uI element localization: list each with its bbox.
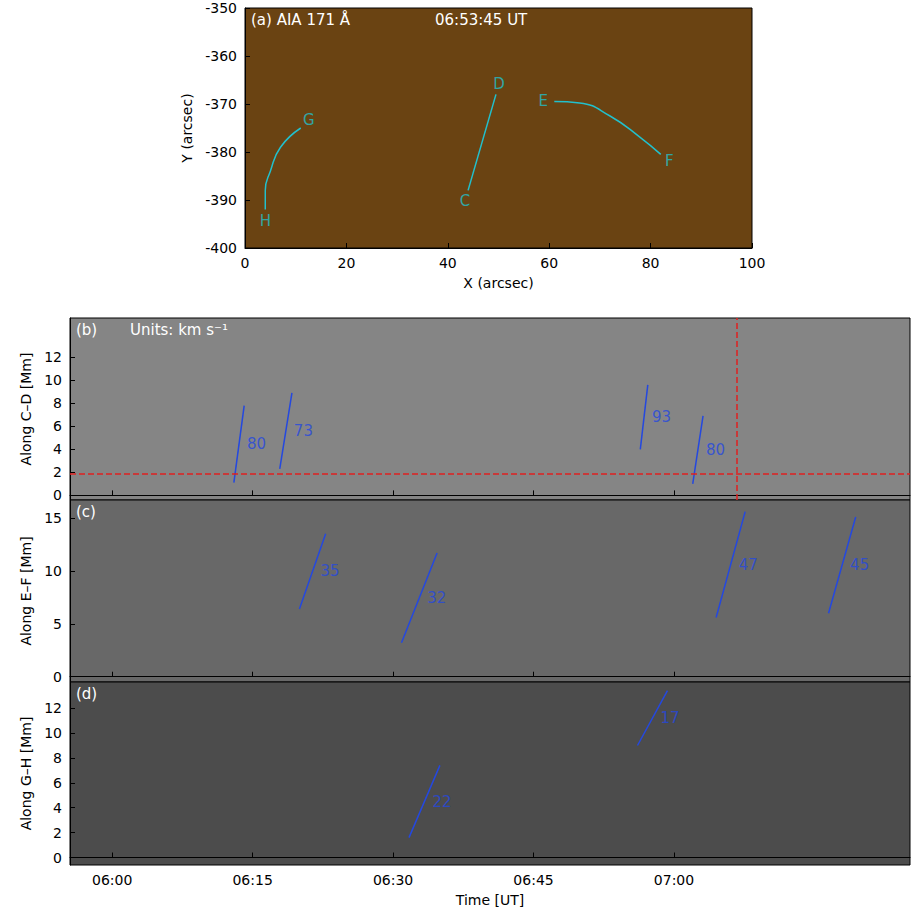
svg-text:8: 8 (53, 750, 62, 766)
svg-text:-370: -370 (205, 96, 237, 112)
svg-text:H: H (260, 212, 271, 230)
svg-text:4: 4 (53, 800, 62, 816)
svg-text:10: 10 (44, 372, 62, 388)
svg-text:0: 0 (53, 850, 62, 866)
svg-text:(a) AIA 171 Å: (a) AIA 171 Å (251, 10, 351, 29)
svg-text:X (arcsec): X (arcsec) (463, 275, 533, 291)
svg-text:Time [UT]: Time [UT] (455, 892, 524, 908)
svg-text:Along C–D [Mm]: Along C–D [Mm] (18, 353, 34, 466)
svg-text:(c): (c) (76, 503, 96, 521)
svg-text:73: 73 (294, 422, 313, 440)
svg-text:45: 45 (850, 556, 869, 574)
svg-text:12: 12 (44, 349, 62, 365)
svg-text:06:15: 06:15 (232, 872, 272, 888)
svg-text:5: 5 (53, 616, 62, 632)
svg-text:10: 10 (44, 725, 62, 741)
svg-text:-380: -380 (205, 144, 237, 160)
svg-text:0: 0 (53, 669, 62, 685)
svg-text:Along G–H [Mm]: Along G–H [Mm] (18, 717, 34, 831)
svg-text:15: 15 (44, 510, 62, 526)
svg-text:4: 4 (53, 441, 62, 457)
svg-text:07:00: 07:00 (654, 872, 694, 888)
svg-text:100: 100 (739, 255, 766, 271)
svg-text:Units: km s⁻¹: Units: km s⁻¹ (130, 321, 228, 339)
svg-text:80: 80 (706, 441, 725, 459)
svg-text:G: G (303, 111, 315, 129)
svg-text:60: 60 (540, 255, 558, 271)
svg-text:(d): (d) (76, 685, 97, 703)
svg-text:32: 32 (427, 589, 446, 607)
svg-text:93: 93 (652, 408, 671, 426)
svg-text:0: 0 (241, 255, 250, 271)
svg-text:-360: -360 (205, 48, 237, 64)
svg-text:06:53:45 UT: 06:53:45 UT (435, 11, 528, 29)
svg-text:-400: -400 (205, 240, 237, 256)
svg-text:6: 6 (53, 418, 62, 434)
svg-text:22: 22 (432, 793, 451, 811)
svg-text:F: F (665, 152, 674, 170)
svg-text:80: 80 (247, 435, 266, 453)
svg-text:10: 10 (44, 563, 62, 579)
svg-text:40: 40 (439, 255, 457, 271)
svg-text:Y (arcsec): Y (arcsec) (179, 93, 195, 163)
svg-text:-350: -350 (205, 0, 237, 16)
svg-text:17: 17 (660, 709, 679, 727)
svg-text:12: 12 (44, 700, 62, 716)
svg-text:80: 80 (642, 255, 660, 271)
svg-text:2: 2 (53, 825, 62, 841)
svg-text:2: 2 (53, 464, 62, 480)
svg-text:E: E (539, 92, 548, 110)
svg-text:D: D (493, 75, 505, 93)
svg-text:06:00: 06:00 (92, 872, 132, 888)
svg-text:Along E–F [Mm]: Along E–F [Mm] (18, 536, 34, 645)
svg-text:6: 6 (53, 775, 62, 791)
svg-text:35: 35 (321, 562, 340, 580)
svg-text:06:30: 06:30 (373, 872, 413, 888)
svg-text:C: C (460, 192, 470, 210)
svg-text:20: 20 (337, 255, 355, 271)
svg-text:06:45: 06:45 (513, 872, 553, 888)
svg-text:8: 8 (53, 395, 62, 411)
svg-text:-390: -390 (205, 192, 237, 208)
svg-text:(b): (b) (76, 321, 97, 339)
svg-text:0: 0 (53, 487, 62, 503)
svg-text:47: 47 (739, 556, 758, 574)
